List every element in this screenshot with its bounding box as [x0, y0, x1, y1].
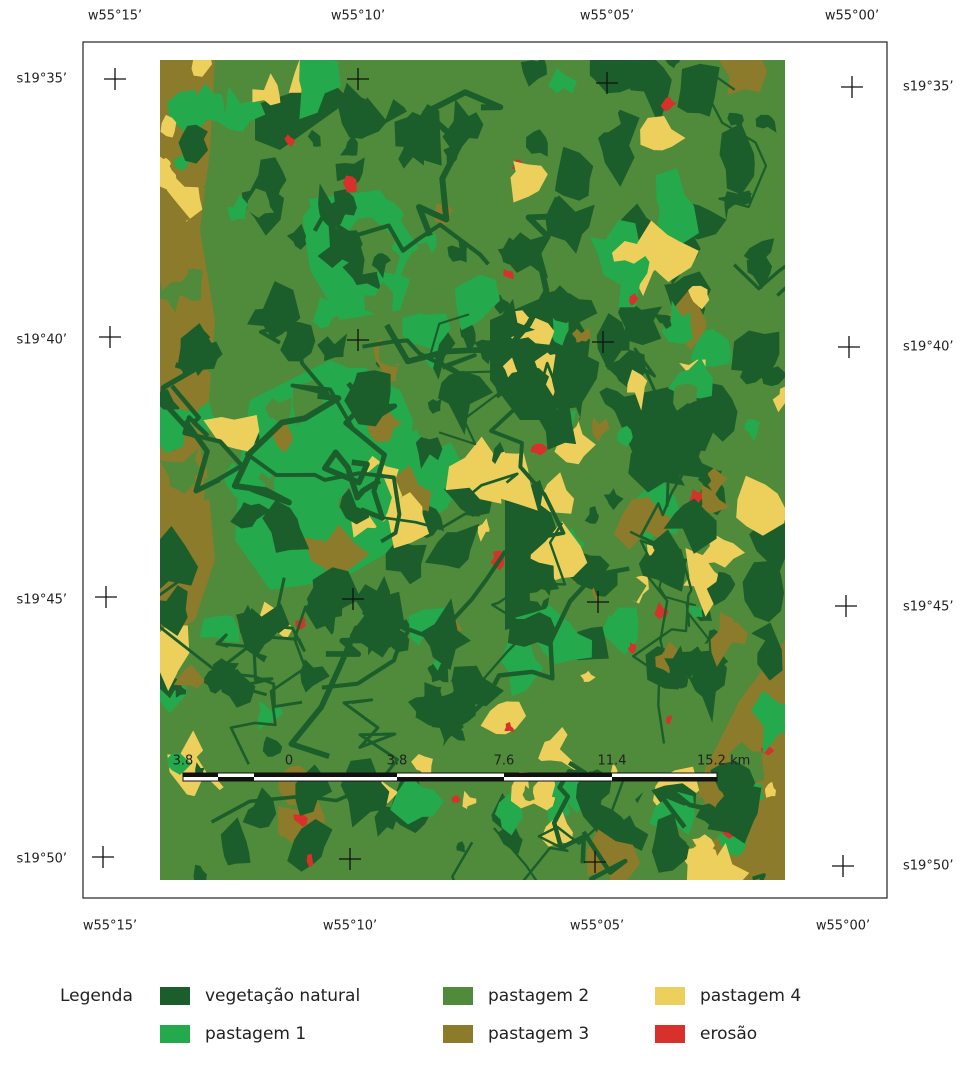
legend-title: Legenda	[60, 986, 133, 1006]
legend: Legenda vegetação natural pastagem 2 pastag…	[60, 986, 801, 1044]
bottom-label: w55°05’	[570, 919, 624, 934]
scale-label: 15.2 km	[697, 754, 750, 769]
scale-segment	[612, 777, 717, 781]
scale-label: 3.8	[173, 754, 194, 769]
legend-label: erosão	[700, 1024, 757, 1044]
legend-label: vegetação natural	[205, 986, 360, 1006]
top-label: w55°10’	[331, 9, 385, 24]
left-label: s19°35’	[17, 72, 68, 87]
left-label: s19°45’	[17, 593, 68, 608]
map-page: w55°15’ w55°10’ w55°05’ w55°00’ w55°15’ w55°1…	[0, 0, 970, 1074]
top-label: w55°00’	[825, 9, 879, 24]
legend-swatch	[160, 1025, 190, 1043]
left-label: s19°40’	[17, 333, 68, 348]
bottom-label: w55°15’	[83, 919, 137, 934]
scale-segment	[183, 773, 218, 777]
legend-label: pastagem 3	[488, 1024, 589, 1044]
legend-label: pastagem 4	[700, 986, 801, 1006]
land-cover-map	[130, 36, 815, 1039]
legend-swatch	[655, 987, 685, 1005]
scale-label: 7.6	[494, 754, 515, 769]
top-label: w55°15’	[88, 9, 142, 24]
legend-swatch	[443, 1025, 473, 1043]
legend-swatch	[443, 987, 473, 1005]
right-label: s19°50’	[903, 859, 954, 874]
top-label: w55°05’	[580, 9, 634, 24]
scale-label: 11.4	[598, 754, 627, 769]
scale-label: 3.8	[387, 754, 408, 769]
legend-label: pastagem 1	[205, 1024, 306, 1044]
right-label: s19°35’	[903, 80, 954, 95]
scale-segment	[289, 773, 397, 777]
right-label: s19°45’	[903, 600, 954, 615]
scale-segment	[218, 777, 254, 781]
scale-segment	[254, 773, 289, 777]
right-label: s19°40’	[903, 340, 954, 355]
legend-swatch	[655, 1025, 685, 1043]
scale-segment	[504, 773, 612, 777]
scale-segment	[397, 777, 504, 781]
scale-label: 0	[285, 754, 293, 769]
legend-swatch	[160, 987, 190, 1005]
bottom-label: w55°10’	[323, 919, 377, 934]
bottom-label: w55°00’	[816, 919, 870, 934]
legend-label: pastagem 2	[488, 986, 589, 1006]
left-label: s19°50’	[17, 852, 68, 867]
